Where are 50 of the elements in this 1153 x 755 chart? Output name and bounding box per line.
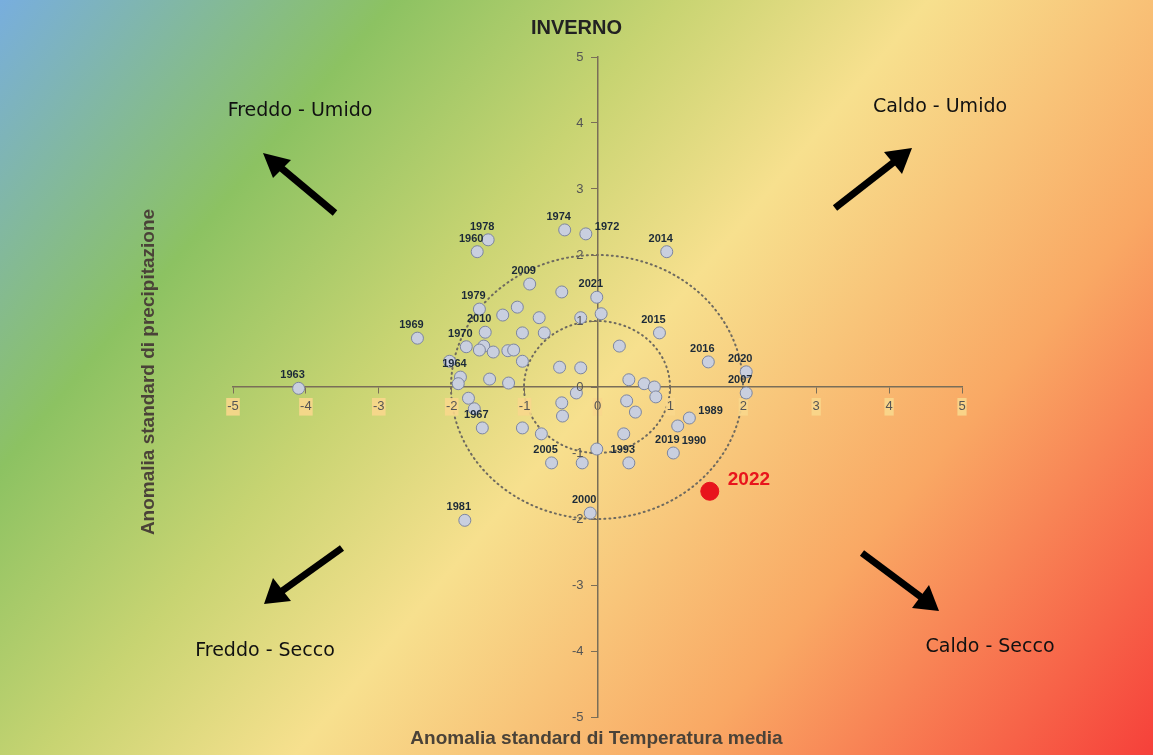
annotation: 2007: [727, 372, 753, 385]
x-tick-label: 2: [739, 398, 747, 414]
annotation: 1970: [448, 326, 473, 339]
y-tick-label: -1: [571, 444, 584, 460]
x-axis-title: Anomalia standard di Temperatura media: [409, 727, 784, 749]
y-tick-label: 4: [576, 114, 584, 130]
annotation: 1969: [399, 318, 424, 331]
annotation: 1981: [446, 500, 472, 513]
annotation: Caldo - Umido: [872, 94, 1008, 116]
x-tick-label: -3: [373, 398, 385, 414]
annotation: 2014: [648, 231, 674, 244]
y-tick-label: -3: [571, 576, 584, 592]
annotation: 2020: [727, 351, 753, 364]
y-tick-label: 5: [576, 48, 584, 64]
annotation: 1990: [681, 433, 707, 446]
annotation: 2015: [641, 312, 666, 325]
annotation: 1978: [469, 219, 495, 232]
annotation: Freddo - Secco: [195, 638, 335, 660]
annotation: 2000: [571, 493, 597, 506]
annotation: 1964: [442, 357, 468, 370]
annotation: 2010: [467, 312, 492, 325]
x-tick-label: -5: [227, 398, 239, 414]
y-axis-title: Anomalia standard di precipitazione: [137, 208, 159, 536]
x-tick-label: 1: [666, 398, 675, 414]
annotation: 1979: [461, 289, 486, 302]
annotation: 2005: [533, 442, 558, 455]
annotation: 2021: [578, 277, 604, 290]
annotation: 1967: [464, 407, 489, 420]
annotation: 2009: [511, 264, 536, 277]
y-tick-label: 3: [576, 180, 584, 196]
annotation: Freddo - Umido: [227, 98, 373, 120]
annotation: 1989: [698, 404, 723, 417]
annotation: 1960: [458, 231, 484, 244]
annotation: Caldo - Secco: [925, 634, 1055, 656]
annotation: 1974: [546, 209, 572, 222]
y-tick-label: 1: [576, 312, 584, 328]
x-tick-label: -4: [300, 398, 312, 414]
x-tick-label: 3: [812, 398, 820, 414]
chart-title: INVERNO: [529, 16, 624, 39]
y-tick-label: -4: [571, 642, 584, 658]
x-tick-label: -2: [445, 398, 458, 414]
y-tick-label: -5: [571, 708, 584, 724]
x-tick-label: 4: [885, 398, 893, 414]
annotation: 2022: [727, 468, 771, 490]
annotation: 1963: [280, 368, 305, 381]
annotation: 2016: [690, 341, 715, 354]
x-tick-label: -1: [518, 398, 531, 414]
y-tick-label: -2: [571, 510, 584, 526]
x-tick-label: 5: [958, 398, 966, 414]
annotation: 2019: [655, 433, 680, 445]
